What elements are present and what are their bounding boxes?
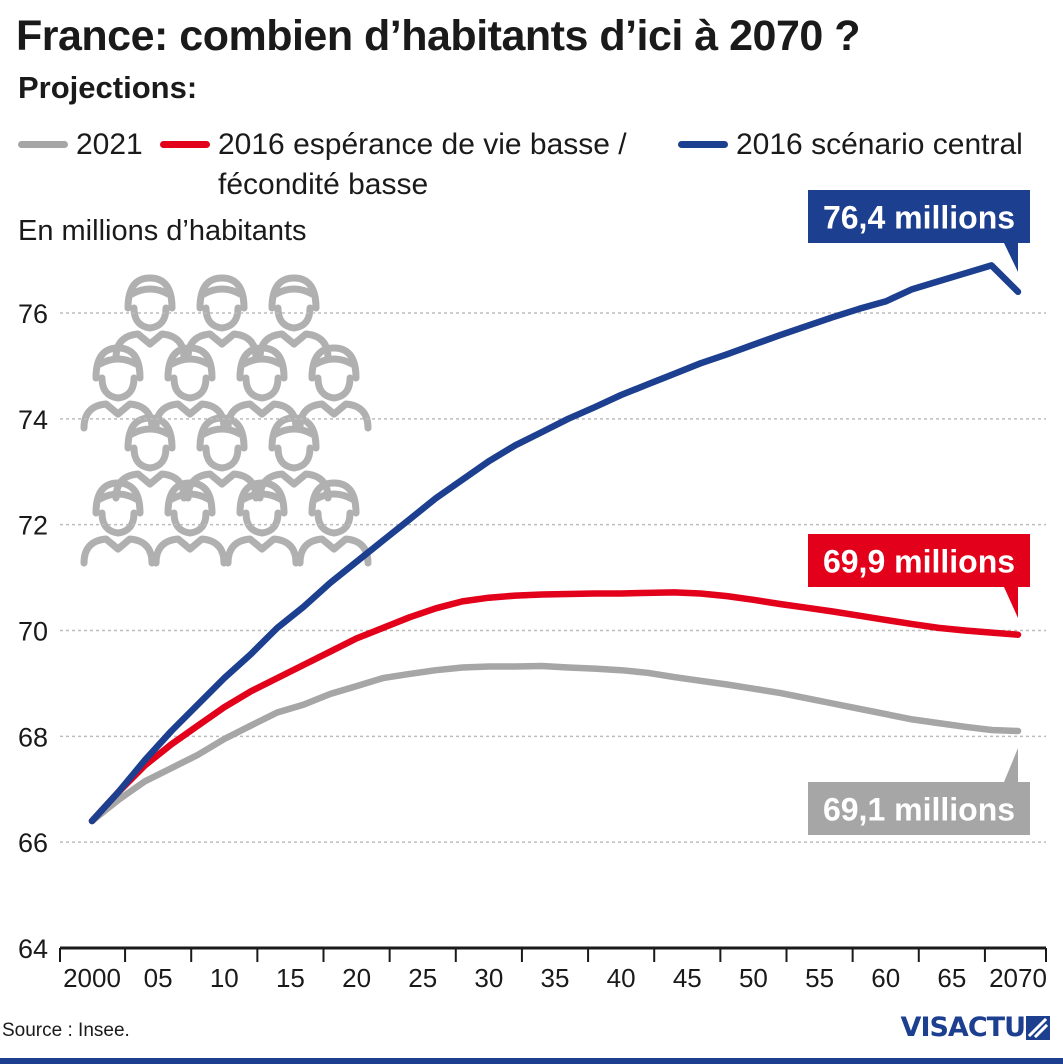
y-tick-label: 76 — [18, 299, 48, 329]
legend-label-low-scenario: 2016 espérance de vie basse / fécondité … — [218, 125, 627, 205]
x-tick-label: 60 — [871, 963, 900, 993]
callout: 69,9 millions — [808, 534, 1030, 618]
legend-item-2021: 2021 — [18, 125, 143, 165]
y-tick-label: 64 — [18, 934, 48, 964]
callout-box — [808, 190, 1030, 243]
callout-box — [808, 534, 1030, 587]
series-line-1 — [88, 589, 1022, 825]
legend-swatch-blue — [678, 141, 728, 148]
y-tick-label: 74 — [18, 405, 48, 435]
x-tick-label: 65 — [937, 963, 966, 993]
legend-swatch-red — [160, 141, 210, 148]
bottom-bar — [0, 1058, 1063, 1064]
chart-subtitle: Projections: — [18, 70, 198, 105]
callout-box — [808, 782, 1030, 835]
series-lines — [88, 262, 1022, 825]
legend: 2021 2016 espérance de vie basse / fécon… — [0, 125, 1063, 205]
y-tick-labels: 64 66 68 70 72 74 76 — [18, 299, 48, 964]
legend-label-low-line1: 2016 espérance de vie basse / — [218, 128, 627, 161]
logo: VISACTU — [901, 1012, 1051, 1043]
logo-text: VISACTU — [900, 1012, 1026, 1043]
callout-label: 69,1 millions — [823, 792, 1015, 828]
callout: 69,1 millions — [808, 748, 1030, 835]
series-line-0 — [88, 662, 1022, 825]
value-callouts: 76,4 millions 69,9 millions 69,1 millions — [808, 190, 1030, 835]
legend-swatch-gray — [18, 141, 68, 148]
x-tick-label: 25 — [408, 963, 437, 993]
source-note: Source : Insee. — [2, 1020, 130, 1041]
chart-title: France: combien d’habitants d’ici à 2070… — [16, 12, 861, 60]
y-tick-label: 68 — [18, 722, 48, 752]
x-tick-label: 05 — [144, 963, 173, 993]
legend-item-central: 2016 scénario central — [678, 125, 1023, 165]
x-tick-label: 15 — [276, 963, 305, 993]
x-tick-label: 45 — [673, 963, 702, 993]
callout-pointer — [1004, 748, 1018, 782]
logo-mark-icon — [1026, 1015, 1050, 1040]
legend-item-low-scenario: 2016 espérance de vie basse / fécondité … — [160, 125, 627, 205]
callout-label: 69,9 millions — [823, 544, 1015, 580]
x-tick-label: 2070 — [989, 963, 1047, 993]
x-tick-label: 40 — [607, 963, 636, 993]
callout: 76,4 millions — [808, 190, 1030, 272]
x-tick-label: 55 — [805, 963, 834, 993]
callout-pointer — [1004, 243, 1018, 272]
y-tick-label: 70 — [18, 617, 48, 647]
y-tick-label: 66 — [18, 828, 48, 858]
x-tick-label: 50 — [739, 963, 768, 993]
x-tick-label: 20 — [342, 963, 371, 993]
x-tick-label: 35 — [541, 963, 570, 993]
callout-pointer — [1004, 587, 1018, 618]
y-tick-label: 72 — [18, 511, 48, 541]
legend-label-2021: 2021 — [76, 128, 143, 161]
crowd-illustration-icon — [84, 278, 368, 563]
x-tick-label: 10 — [210, 963, 239, 993]
legend-label-central: 2016 scénario central — [736, 128, 1023, 161]
x-tick-label: 2000 — [63, 963, 121, 993]
x-axis: 2000 05 10 15 20 25 30 35 40 45 50 55 60 65 2070 — [59, 946, 1047, 993]
series-line-2 — [88, 262, 1022, 825]
x-tick-label: 30 — [474, 963, 503, 993]
y-axis-unit-label: En millions d’habitants — [18, 215, 307, 247]
callout-label: 76,4 millions — [823, 200, 1015, 236]
legend-label-low-line2: fécondité basse — [218, 168, 429, 201]
